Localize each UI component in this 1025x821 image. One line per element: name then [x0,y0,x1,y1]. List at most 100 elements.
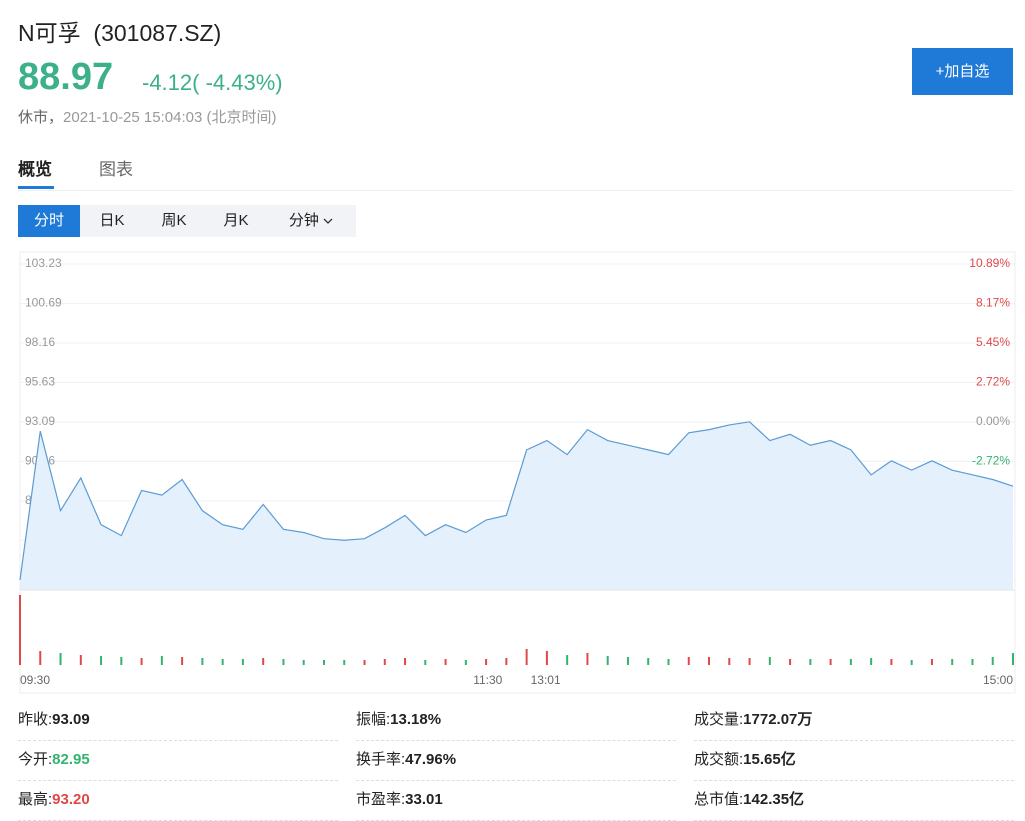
volume-bar [1012,653,1014,665]
y2-tick-label: 8.17% [976,296,1010,310]
chart: 华尔街见闻103.23100.6998.1695.6393.0990.5688.… [19,251,1016,694]
stat: 今开:82.95 [18,740,338,781]
y-tick-label: 95.63 [25,375,55,389]
tab-overview[interactable]: 概览 [18,160,52,179]
volume-bar [647,658,650,665]
volume-bar [241,659,244,665]
volume-bar [424,660,427,665]
volume-bar [991,657,994,665]
volume-bar [201,658,204,665]
chart-frame [19,251,1016,694]
volume-bar [566,655,569,665]
volume-bar [525,649,528,665]
volume-bar [363,660,366,665]
stat-value: 93.20 [52,791,90,808]
volume-bar [708,657,711,665]
volume-bar [930,659,933,665]
period-tab[interactable]: 日K [99,212,125,229]
volume-bar [181,657,184,665]
change-pct: ( -4.43%) [192,70,283,95]
stat: 振幅:13.18% [356,700,676,741]
volume-bar [545,651,548,665]
stat-value: 82.95 [52,751,90,768]
add-watchlist-button[interactable]: +加自选 [912,48,1013,95]
volume-bar [322,660,325,665]
change: -4.12( -4.43%) [142,70,283,96]
volume-bar [262,658,265,665]
volume-bar [120,657,123,665]
volume-bar [667,659,670,665]
stat: 市盈率:33.01 [356,780,676,821]
volume-bar [748,658,751,665]
stat-label: 换手率: [356,751,406,768]
volume-bar [302,660,305,665]
volume-bar [383,659,386,665]
period-bar: 分时 日K 周K 月K 分钟 [18,205,356,237]
volume-bar [849,659,852,665]
volume-bar [971,659,974,665]
volume-bar [505,658,508,665]
period-tab[interactable]: 分时 [18,205,80,237]
stat: 总市值:142.35亿 [694,780,1014,821]
stat-label: 成交量: [694,711,744,728]
status: 休市， [18,109,64,126]
period-tab[interactable]: 周K [161,212,187,229]
timezone: (北京时间) [206,109,277,126]
y-tick-label: 103.23 [25,256,62,270]
stock-code: (301087.SZ) [93,20,222,46]
stat-value: 13.18% [390,711,442,728]
y-tick-label: 93.09 [25,414,55,428]
period-tab[interactable]: 月K [223,212,249,229]
stat-label: 最高: [18,791,53,808]
price-line [19,421,1014,581]
period-label: 分钟 [288,212,319,229]
volume-bar [160,656,163,665]
x-tick-label: 09:30 [20,673,50,687]
volume-bar [829,659,832,665]
volume-bar [890,659,893,665]
volume-bar [39,651,42,665]
stat: 最高:93.20 [18,780,338,821]
volume-bar [951,659,954,665]
stat-label: 市盈率: [356,791,406,808]
stat: 成交额:15.65亿 [694,740,1014,781]
change-value: -4.12 [142,70,193,95]
y2-tick-label: 10.89% [969,256,1010,270]
volume-bar [728,658,731,665]
y-tick-label: 100.69 [25,296,62,310]
stat: 成交量:1772.07万 [694,700,1014,741]
stat-value: 142.35亿 [743,791,805,808]
volume-bar [282,659,285,665]
stat-value: 47.96% [405,751,457,768]
stat-label: 今开: [18,751,53,768]
x-tick-label: 11:30 [473,673,502,687]
y2-tick-label: 0.00% [976,414,1010,428]
stock-title: N可孚 (301087.SZ) [18,14,221,48]
stat-label: 总市值: [694,791,744,808]
volume-bar [809,659,812,665]
volume-bar [404,658,407,665]
volume-bar [626,657,629,665]
period-tab[interactable]: 分钟 [270,205,352,237]
volume-bar [221,659,224,665]
volume-bar [910,660,913,665]
volume-bar [789,659,792,665]
volume-bar [59,653,62,665]
tab-underline [18,186,54,189]
volume-bar [485,659,488,665]
y2-tick-label: -2.72% [972,454,1010,468]
stat-value: 15.65亿 [743,751,796,768]
stat-label: 昨收: [18,711,53,728]
time: 2021-10-25 15:04:03 [63,109,203,126]
volume-bar [444,659,447,665]
x-tick-label: 15:00 [983,673,1013,687]
stock-name: N可孚 [18,20,81,46]
divider [18,190,1013,191]
tab-chart[interactable]: 图表 [99,160,133,179]
volume-bar [687,657,690,665]
volume-bar [140,658,143,665]
y2-tick-label: 5.45% [976,335,1010,349]
volume-bar [19,595,21,665]
volume-bar [606,656,609,665]
